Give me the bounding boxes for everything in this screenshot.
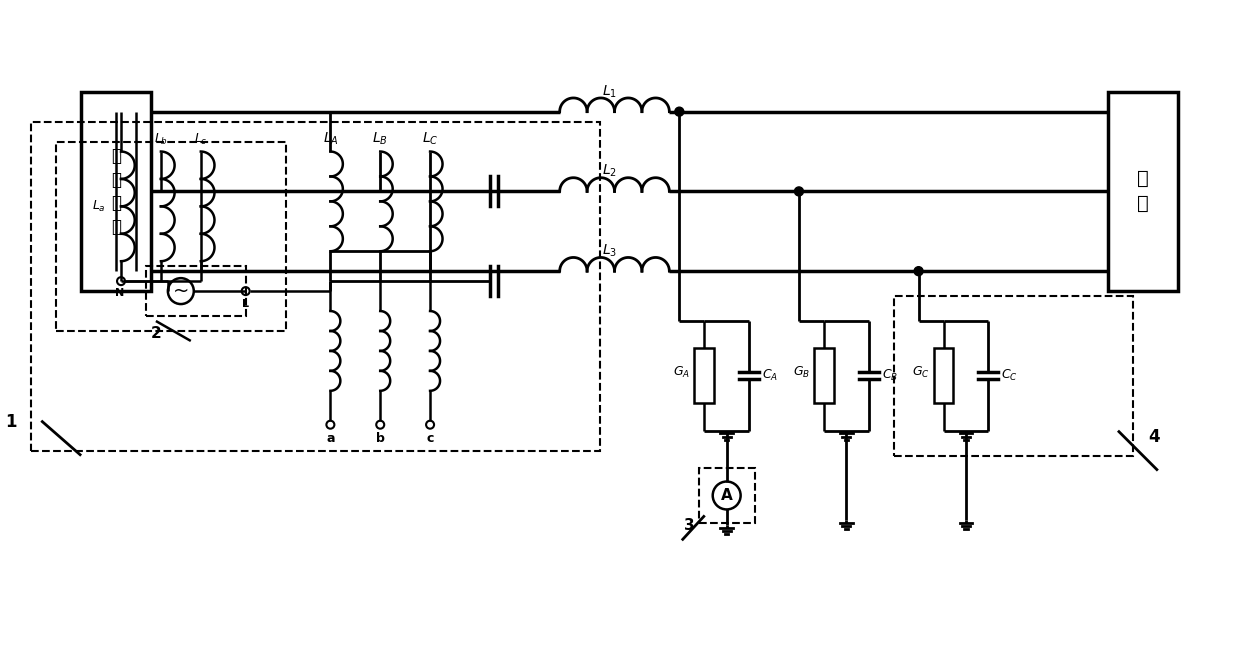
Circle shape [914,267,923,276]
Text: 3: 3 [684,518,695,533]
Text: ~: ~ [172,282,190,301]
Bar [1108,92,1178,291]
Text: A: A [721,488,732,503]
Text: 4: 4 [1147,428,1160,445]
Text: $G_B$: $G_B$ [793,365,810,380]
Text: $G_A$: $G_A$ [673,365,690,380]
Bar [694,348,714,404]
Text: $L_1$: $L_1$ [602,83,617,100]
Text: $L_B$: $L_B$ [372,130,388,147]
Bar [31,122,600,451]
Text: 2: 2 [151,326,161,341]
Text: $G_C$: $G_C$ [912,365,929,380]
Text: $C_B$: $C_B$ [882,368,898,383]
Text: $L_A$: $L_A$ [322,130,338,147]
Text: $L_2$: $L_2$ [602,163,617,179]
Bar [893,296,1132,456]
Text: 负
载: 负 载 [1137,170,1149,213]
Bar [814,348,834,404]
Text: $L_c$: $L_c$ [195,132,208,147]
Text: 三
相
电
源: 三 相 电 源 [112,147,121,236]
Text: L: L [242,299,249,309]
Text: $L_3$: $L_3$ [602,243,617,259]
Circle shape [794,187,803,196]
Text: $L_C$: $L_C$ [421,130,439,147]
Text: a: a [326,432,335,445]
Bar [81,92,151,291]
Text: $C_A$: $C_A$ [762,368,778,383]
Text: $C_C$: $C_C$ [1001,368,1018,383]
Bar [933,348,954,404]
Text: $L_a$: $L_a$ [93,199,107,214]
Text: 1: 1 [5,413,16,431]
Circle shape [675,107,684,116]
Bar [699,467,755,524]
Bar [146,266,245,316]
Bar [56,141,285,331]
Text: c: c [426,432,434,445]
Text: b: b [375,432,384,445]
Text: $L_b$: $L_b$ [154,132,169,147]
Text: N: N [115,288,125,298]
